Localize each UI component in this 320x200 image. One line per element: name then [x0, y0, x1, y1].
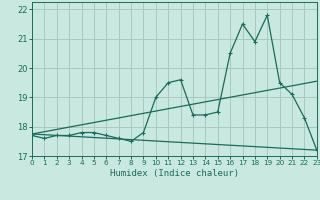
X-axis label: Humidex (Indice chaleur): Humidex (Indice chaleur)	[110, 169, 239, 178]
